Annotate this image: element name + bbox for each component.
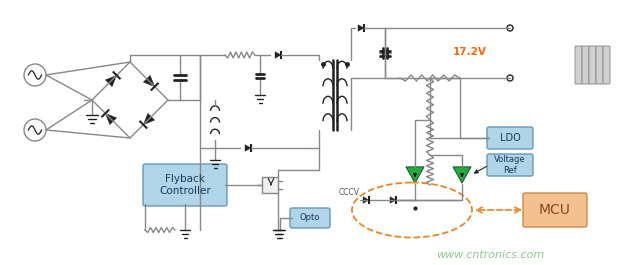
- FancyBboxPatch shape: [523, 193, 587, 227]
- Text: MCU: MCU: [539, 203, 571, 217]
- Text: Opto: Opto: [300, 214, 320, 223]
- FancyBboxPatch shape: [596, 46, 603, 84]
- Text: 17.2V: 17.2V: [453, 47, 487, 57]
- Text: Voltage
Ref: Voltage Ref: [494, 155, 526, 175]
- Polygon shape: [358, 25, 364, 31]
- Polygon shape: [453, 167, 471, 183]
- Polygon shape: [143, 75, 154, 87]
- Polygon shape: [143, 113, 154, 125]
- FancyBboxPatch shape: [487, 127, 533, 149]
- Polygon shape: [390, 197, 396, 203]
- FancyBboxPatch shape: [589, 46, 596, 84]
- Polygon shape: [275, 52, 281, 58]
- Text: Flyback
Controller: Flyback Controller: [159, 174, 211, 196]
- FancyBboxPatch shape: [603, 46, 610, 84]
- FancyBboxPatch shape: [143, 164, 227, 206]
- Polygon shape: [106, 75, 117, 87]
- Polygon shape: [106, 113, 117, 125]
- Text: CCCV: CCCV: [339, 188, 360, 197]
- FancyBboxPatch shape: [575, 46, 582, 84]
- FancyBboxPatch shape: [487, 154, 533, 176]
- Polygon shape: [363, 197, 369, 203]
- Polygon shape: [245, 145, 251, 151]
- FancyBboxPatch shape: [582, 46, 589, 84]
- FancyBboxPatch shape: [290, 208, 330, 228]
- FancyBboxPatch shape: [262, 177, 278, 193]
- Text: www.cntronics.com: www.cntronics.com: [436, 250, 544, 260]
- Text: LDO: LDO: [499, 133, 521, 143]
- Polygon shape: [406, 167, 424, 183]
